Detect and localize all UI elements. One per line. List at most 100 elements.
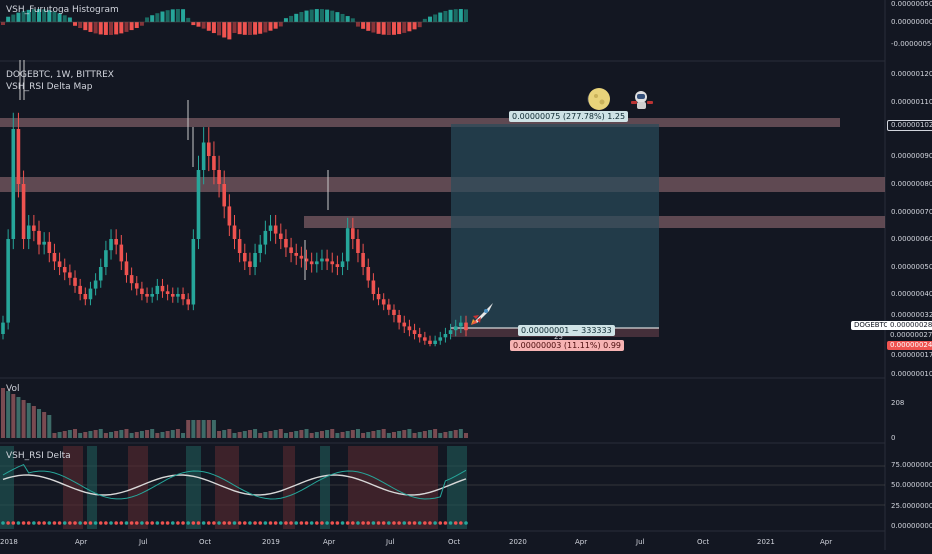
candle-body bbox=[402, 322, 407, 327]
histogram-bar bbox=[160, 11, 165, 22]
price-tick: 0.00000060 bbox=[891, 235, 932, 243]
rsi-dot bbox=[356, 521, 360, 525]
candle-body bbox=[273, 225, 278, 234]
histogram-bar bbox=[253, 22, 258, 35]
candle-body bbox=[201, 142, 206, 170]
stop-label: 0.00000003 (11.11%) 0.99 bbox=[510, 340, 624, 351]
candle-body bbox=[253, 253, 257, 267]
volume-bar bbox=[186, 420, 191, 438]
rsi-dot bbox=[155, 521, 160, 525]
histogram-bar bbox=[361, 22, 366, 29]
rsi-dot bbox=[232, 521, 237, 525]
astronaut-icon bbox=[628, 88, 656, 112]
candle-body bbox=[176, 294, 180, 297]
volume-bar bbox=[453, 430, 458, 438]
candle-body bbox=[140, 288, 144, 294]
candle-body bbox=[294, 253, 299, 256]
time-tick: Oct bbox=[697, 538, 710, 546]
candle-body bbox=[232, 225, 237, 239]
histogram-bar bbox=[247, 22, 252, 35]
rsi-dot bbox=[279, 521, 283, 525]
price-tag-last: 0.00000028 bbox=[887, 321, 932, 330]
volume-bar bbox=[371, 431, 376, 438]
price-tick: 0.00000120 bbox=[891, 70, 932, 78]
candle-body bbox=[443, 334, 448, 338]
histogram-bar bbox=[139, 22, 144, 26]
price-tick: 0.00000090 bbox=[891, 152, 932, 160]
rsi-dot bbox=[402, 521, 407, 525]
histogram-bar bbox=[83, 22, 88, 31]
histogram-bar bbox=[52, 11, 57, 22]
histogram-bar bbox=[165, 10, 170, 22]
rsi-dot bbox=[304, 521, 309, 525]
rsi-dot bbox=[32, 521, 36, 525]
rsi-band bbox=[128, 446, 148, 529]
candle-body bbox=[114, 239, 118, 245]
rsi-title: VSH_RSI Delta bbox=[6, 451, 71, 461]
volume-bar bbox=[268, 431, 273, 438]
price-tag-low: 0.00000024 bbox=[887, 341, 932, 350]
rsi-dot bbox=[371, 521, 376, 525]
histogram-bar bbox=[73, 22, 78, 26]
volume-bar bbox=[263, 432, 268, 438]
volume-tick: 208 bbox=[891, 399, 905, 407]
candle-body bbox=[392, 309, 396, 315]
histogram-bar bbox=[155, 13, 160, 22]
histogram-bar bbox=[397, 22, 402, 35]
volume-bar bbox=[31, 406, 36, 438]
rocket-icon bbox=[467, 301, 497, 327]
candle-body bbox=[325, 258, 329, 262]
rsi-dot bbox=[176, 521, 180, 525]
candle-body bbox=[212, 156, 216, 170]
time-tick: Apr bbox=[323, 538, 336, 546]
time-tick: Oct bbox=[199, 538, 212, 546]
candle-body bbox=[227, 206, 232, 226]
rsi-dot bbox=[104, 521, 108, 525]
candle-body bbox=[11, 129, 16, 239]
volume-bar bbox=[253, 429, 258, 438]
volume-bar bbox=[412, 433, 417, 438]
volume-bar bbox=[464, 433, 468, 438]
histogram-bar bbox=[438, 12, 443, 22]
volume-bar bbox=[330, 429, 335, 438]
candle-body bbox=[423, 337, 427, 341]
candle-body bbox=[16, 129, 21, 184]
volume-bar bbox=[67, 430, 72, 438]
histogram-bar bbox=[289, 15, 294, 22]
candle-body bbox=[222, 184, 227, 207]
rsi-band bbox=[87, 446, 97, 529]
volume-bar bbox=[201, 420, 206, 438]
histogram-tick: -0.00000050 bbox=[891, 40, 932, 48]
price-tick: 0.00000032 bbox=[891, 311, 932, 319]
candle-body bbox=[26, 225, 31, 239]
volume-bar bbox=[458, 429, 463, 438]
volume-bar bbox=[438, 433, 443, 438]
volume-bar bbox=[340, 432, 345, 438]
time-tick: 2019 bbox=[262, 538, 280, 546]
histogram-bar bbox=[222, 22, 227, 38]
rsi-dot bbox=[464, 521, 468, 525]
candle-body bbox=[83, 294, 88, 300]
candle-body bbox=[248, 261, 252, 267]
rsi-dot bbox=[196, 521, 201, 525]
candle-body bbox=[242, 253, 247, 262]
volume-bar bbox=[57, 432, 62, 438]
rsi-dot bbox=[299, 521, 304, 525]
rsi-dot bbox=[242, 521, 247, 525]
volume-bar bbox=[114, 431, 119, 438]
volume-bar bbox=[124, 429, 129, 438]
histogram-bar bbox=[1, 22, 5, 25]
candle-body bbox=[42, 241, 46, 245]
histogram-bar bbox=[103, 22, 108, 35]
candle-body bbox=[145, 294, 149, 297]
histogram-bar bbox=[304, 10, 309, 22]
histogram-bar bbox=[227, 22, 232, 40]
candle-body bbox=[351, 228, 355, 239]
rsi-dot bbox=[325, 521, 329, 525]
histogram-bar bbox=[232, 22, 237, 33]
candle-body bbox=[155, 285, 160, 294]
rsi-dot bbox=[237, 521, 242, 525]
candle-body bbox=[73, 277, 77, 286]
